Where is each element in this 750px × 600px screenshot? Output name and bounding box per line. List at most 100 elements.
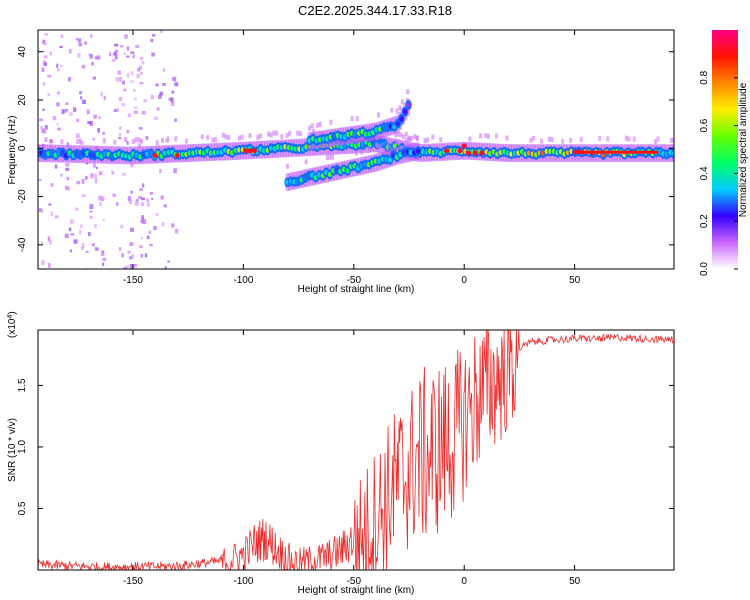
spectrogram-peak [387, 157, 393, 163]
spectrogram-speckle [75, 133, 80, 138]
spectrogram-speckle [129, 242, 134, 245]
spectrogram-speckle [50, 183, 54, 187]
spectrogram-halo [426, 137, 430, 143]
spectrogram-speckle [48, 203, 52, 206]
spectrogram-hot-spot [251, 148, 257, 154]
spectrogram-halo [624, 135, 628, 141]
spectrogram-speckle [79, 91, 82, 95]
spectrogram-halo [312, 128, 316, 134]
spectrogram-speckle [96, 55, 101, 60]
spectrogram-halo [354, 150, 358, 156]
spectrogram-halo [439, 137, 443, 143]
figure-title: C2E2.2025.344.17.33.R18 [298, 3, 452, 18]
spectrogram-speckle [120, 45, 124, 48]
spectrogram-speckle [44, 33, 49, 36]
spectrogram-speckle [121, 102, 125, 107]
spectrogram-speckle [109, 52, 112, 57]
spectrogram-halo [398, 105, 402, 111]
spectrogram-speckle [56, 91, 60, 95]
spectrogram-speckle [60, 173, 63, 177]
spectrogram-speckle [134, 106, 138, 109]
spectrogram-speckle [164, 266, 167, 269]
spectrogram-speckle [66, 176, 69, 181]
spectrogram-halo [76, 138, 80, 144]
spectrogram-halo [632, 136, 636, 142]
spectrogram-speckle [66, 142, 69, 147]
spectrogram-halo [174, 136, 178, 142]
spectrogram-halo [44, 136, 48, 142]
spectrogram-speckle [54, 164, 58, 169]
spectrogram-halo [206, 135, 210, 141]
spectrogram-speckle [94, 224, 97, 228]
spectrogram-speckle [111, 58, 116, 62]
spectrogram-speckle [42, 49, 45, 53]
spectrogram-speckle [128, 199, 132, 205]
spectrogram-speckle [64, 233, 69, 239]
snr-multiplier: (x104) [7, 311, 19, 338]
spectrogram-speckle [141, 110, 146, 115]
spectrogram-speckle [80, 224, 83, 228]
spectrogram-halo [606, 136, 610, 142]
spectrogram-speckle [133, 264, 137, 268]
spectrogram-halo [237, 135, 241, 141]
snr-panel: -150 -100 -50 0 50 0.5 1.0 1.5 Height of straig… [7, 311, 675, 596]
spectrogram-speckle [38, 208, 42, 213]
spectrogram-halo [286, 163, 290, 169]
spectrogram-speckle [130, 163, 134, 168]
spectrogram-halo [139, 138, 143, 144]
spectrogram-halo [540, 138, 543, 144]
spectrogram-speckle [67, 77, 71, 82]
spectrogram-halo [248, 133, 252, 139]
spectrogram-speckle [102, 218, 105, 221]
spectrogram-halo [656, 136, 660, 142]
spectrogram-halo [406, 89, 410, 95]
spectrogram-speckle [93, 164, 96, 168]
spectrogram-speckle [84, 267, 87, 269]
spectrogram-speckle [130, 254, 135, 259]
spectrogram-halo [410, 136, 414, 142]
spectrogram-speckle [94, 247, 99, 251]
spectrogram-speckle [159, 30, 163, 34]
snr-frame [37, 329, 675, 571]
spectrogram-halo [184, 138, 188, 144]
spectrogram-speckle [172, 76, 177, 82]
spectrogram-speckle [42, 108, 45, 111]
spectrogram-speckle [103, 95, 106, 100]
spectrogram-speckle [80, 246, 84, 250]
spectrogram-speckle [123, 52, 126, 55]
spectrogram-speckle [89, 210, 93, 213]
spectrogram-hot-spot [152, 153, 158, 159]
spectrogram-halo [407, 137, 411, 143]
spectrogram-hot-spot [472, 150, 478, 156]
spectrogram-halo [569, 137, 573, 143]
spectrogram-speckle [93, 114, 97, 119]
spectrogram-halo [395, 108, 399, 114]
spectrogram-halo [598, 135, 602, 141]
spectrogram-speckle [61, 109, 65, 115]
spectrogram-speckle [47, 236, 51, 242]
spectrogram-hot-spot [466, 150, 472, 156]
spectrogram-peak [416, 148, 421, 154]
spectrogram-speckle [139, 81, 144, 85]
spectrogram-speckle [155, 83, 159, 87]
spectrogram-speckle [113, 109, 117, 112]
spectrogram-speckle [100, 91, 103, 97]
spectrogram-halo [256, 134, 260, 140]
spectrogram-speckle [126, 129, 130, 134]
spectrogram-speckle [130, 227, 134, 232]
spectrogram-halo [296, 130, 300, 136]
spectrogram-speckle [56, 102, 60, 107]
spectrogram-speckle [141, 61, 145, 65]
spectrogram-speckle [85, 250, 89, 253]
spectrogram-halo [550, 137, 554, 143]
y-tick-label: -40 [17, 237, 28, 252]
spectrogram-speckle [118, 246, 122, 252]
spectrogram-speckle [54, 215, 59, 219]
spectrogram-speckle [114, 43, 119, 47]
spectrogram-speckle [151, 197, 154, 200]
spectrogram-hot-ridge [574, 150, 659, 154]
y-tick-label: 0.5 [17, 501, 28, 515]
spectrogram-speckle [116, 202, 119, 206]
x-tick-label: 50 [569, 576, 581, 587]
spectrogram-speckle [170, 97, 174, 103]
